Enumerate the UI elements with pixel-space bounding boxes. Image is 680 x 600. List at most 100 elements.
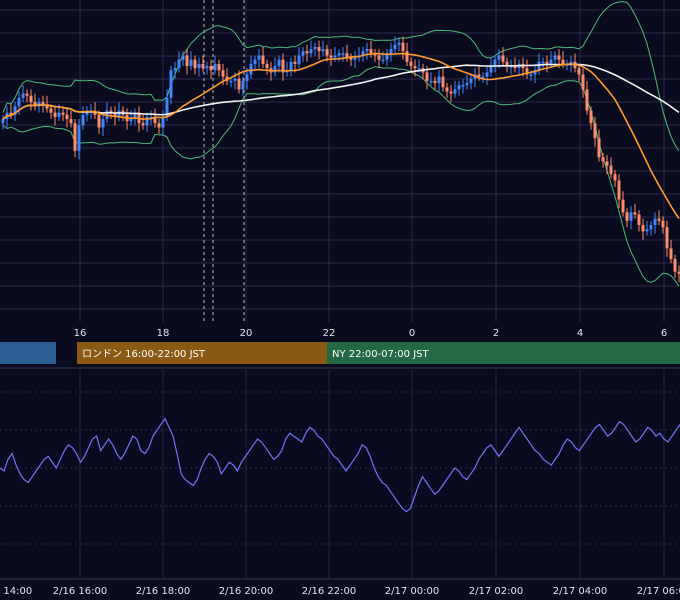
candle-body: [553, 55, 557, 60]
candle-body: [101, 119, 105, 128]
x-tick-label: 6: [661, 328, 667, 339]
candle-body: [677, 271, 680, 274]
candle-body: [157, 123, 161, 128]
candle-body: [353, 57, 357, 60]
candle-body: [209, 66, 213, 71]
candle-body: [109, 110, 113, 113]
candle-body: [229, 80, 233, 83]
candle-body: [245, 74, 249, 81]
candle-body: [313, 46, 317, 50]
candle-body: [265, 63, 269, 69]
candle-body: [561, 59, 565, 64]
osc-x-tick-label: 2/17 06:00: [637, 586, 680, 597]
candle-body: [201, 63, 205, 69]
candle-body: [477, 74, 481, 77]
candle-body: [665, 227, 669, 249]
candle-body: [497, 55, 501, 60]
x-tick-label: 16: [74, 328, 87, 339]
candle-body: [9, 112, 13, 115]
candle-body: [321, 49, 325, 52]
osc-x-tick-label: 2/17 04:00: [553, 586, 607, 597]
candle-body: [513, 66, 517, 69]
candle-body: [309, 49, 313, 54]
candle-body: [49, 108, 53, 113]
candle-body: [369, 49, 373, 54]
candle-body: [213, 63, 217, 71]
candle-body: [405, 51, 409, 62]
candle-body: [401, 42, 405, 52]
candle-body: [613, 174, 617, 181]
x-tick-label: 20: [240, 328, 253, 339]
candle-body: [501, 55, 505, 62]
candle-body: [257, 55, 261, 60]
candle-body: [461, 85, 465, 87]
candle-body: [61, 112, 65, 115]
candle-body: [129, 119, 133, 122]
candle-body: [409, 61, 413, 67]
candle-body: [577, 68, 581, 75]
session-bar: [327, 342, 680, 364]
session-bar: [0, 342, 56, 364]
osc-x-tick-label: 2/17 00:00: [385, 586, 439, 597]
session-label: ロンドン 16:00-22:00 JST: [82, 349, 206, 360]
candle-body: [141, 123, 145, 126]
candle-body: [77, 125, 81, 151]
candle-body: [605, 161, 609, 166]
osc-x-tick-label: 2/17 02:00: [469, 586, 523, 597]
candle-body: [585, 89, 589, 111]
candle-body: [649, 225, 653, 230]
candle-body: [193, 59, 197, 69]
session-bar: [77, 342, 327, 364]
osc-x-tick-label: 2/16 20:00: [219, 586, 273, 597]
candle-body: [181, 55, 185, 60]
candle-body: [297, 55, 301, 64]
candle-body: [417, 68, 421, 70]
candle-body: [457, 85, 461, 90]
candle-body: [153, 116, 157, 124]
candle-body: [301, 51, 305, 56]
candle-body: [397, 42, 401, 45]
candle-body: [657, 218, 661, 221]
candle-body: [281, 59, 285, 73]
candle-body: [601, 157, 605, 162]
candle-body: [325, 49, 329, 56]
candle-body: [333, 55, 337, 58]
osc-x-tick-label: 2/16 16:00: [53, 586, 107, 597]
candle-body: [673, 258, 677, 272]
bollinger-upper: [2, 1, 680, 152]
candle-body: [345, 53, 349, 58]
candle-body: [189, 59, 193, 67]
candle-body: [81, 114, 85, 126]
ma-short-line: [2, 52, 680, 220]
candle-body: [489, 66, 493, 73]
candle-body: [525, 68, 529, 75]
candle-body: [253, 59, 257, 64]
candle-body: [13, 106, 17, 115]
candle-body: [289, 61, 293, 71]
candle-body: [445, 87, 449, 92]
candle-body: [661, 220, 665, 228]
candle-body: [385, 53, 389, 60]
candle-body: [173, 68, 177, 71]
candle-body: [197, 63, 201, 69]
candle-body: [133, 112, 137, 120]
candle-body: [145, 116, 149, 126]
candle-body: [557, 55, 561, 60]
candle-body: [481, 76, 485, 79]
candle-body: [113, 112, 117, 117]
candle-body: [57, 112, 61, 117]
x-tick-label: 4: [577, 328, 583, 339]
candle-body: [205, 66, 209, 69]
x-tick-label: 18: [157, 328, 170, 339]
candle-body: [545, 61, 549, 64]
candle-body: [329, 55, 333, 58]
candle-body: [69, 119, 73, 124]
candle-body: [1, 119, 5, 124]
candle-body: [653, 218, 657, 226]
session-label: NY 22:00-07:00 JST: [332, 349, 429, 360]
x-tick-label: 0: [409, 328, 415, 339]
candle-body: [53, 112, 57, 117]
candle-body: [633, 212, 637, 215]
candle-body: [485, 72, 489, 77]
